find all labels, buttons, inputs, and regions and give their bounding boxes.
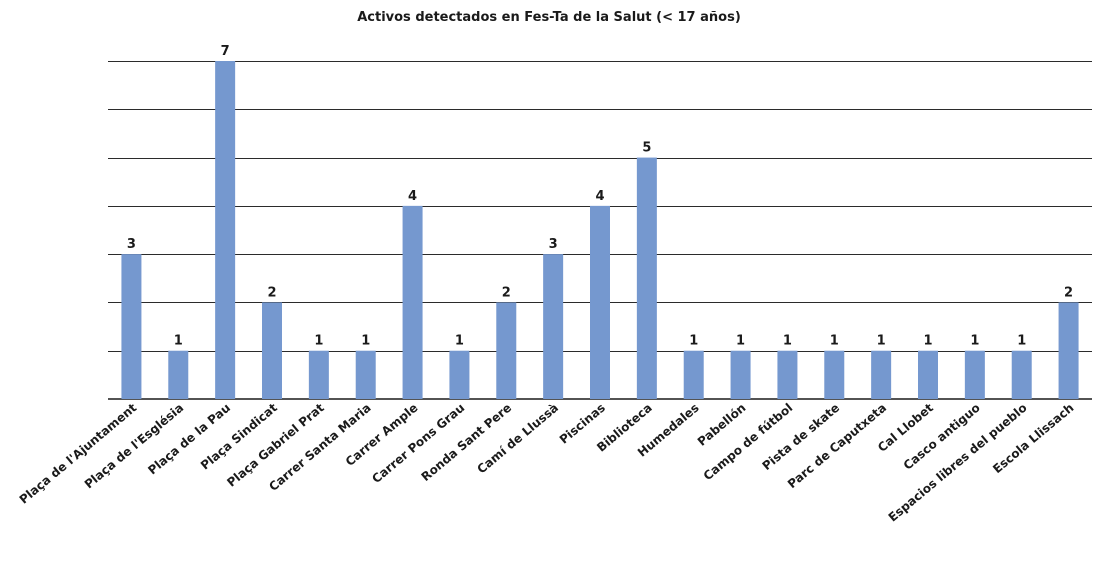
- data-label: 1: [783, 334, 792, 349]
- bar: [215, 61, 236, 399]
- data-label: 1: [830, 334, 839, 349]
- data-label: 2: [502, 285, 511, 300]
- data-label: 3: [127, 237, 136, 252]
- data-label: 1: [174, 334, 183, 349]
- bar: [730, 350, 751, 399]
- data-label: 3: [549, 237, 558, 252]
- category-label: Camí de Llussà: [474, 401, 561, 477]
- bar: [262, 302, 282, 399]
- bar: [636, 157, 657, 399]
- bar: [918, 350, 938, 399]
- bar: [1058, 302, 1079, 399]
- bar: [871, 350, 892, 399]
- data-label: 1: [689, 334, 698, 349]
- bars: [121, 61, 1079, 399]
- bar: [496, 302, 517, 399]
- data-labels: 3 1 7 2 1 1 4 1 2 3 4 5 1 1 1 1 1 1 1 1 2: [127, 44, 1073, 349]
- bar: [824, 350, 845, 399]
- bar: [683, 350, 704, 399]
- data-label: 1: [736, 334, 745, 349]
- data-label: 1: [1017, 334, 1026, 349]
- bar: [777, 350, 798, 399]
- data-label: 1: [923, 334, 932, 349]
- data-label: 2: [267, 285, 276, 300]
- data-label: 1: [361, 334, 370, 349]
- data-label: 1: [877, 334, 886, 349]
- bar: [168, 350, 189, 399]
- category-label: Escola Llissach: [990, 401, 1076, 477]
- data-label: 1: [970, 334, 979, 349]
- category-label: Ronda Sant Pere: [419, 401, 515, 484]
- data-label: 4: [408, 189, 417, 204]
- bar: [449, 350, 470, 399]
- chart-title: Activos detectados en Fes-Ta de la Salut…: [357, 10, 741, 25]
- bar: [308, 350, 329, 399]
- category-label: Plaça de la Pau: [145, 401, 233, 478]
- data-label: 1: [314, 334, 323, 349]
- bar: [543, 254, 564, 399]
- bar: [402, 205, 423, 399]
- data-label: 7: [221, 44, 230, 59]
- data-label: 1: [455, 334, 464, 349]
- bar: [121, 254, 142, 399]
- bar: [590, 205, 610, 399]
- data-label: 4: [595, 189, 604, 204]
- data-label: 2: [1064, 285, 1073, 300]
- category-label: Campo de fútbol: [701, 401, 796, 484]
- bar: [1011, 350, 1032, 399]
- data-label: 5: [642, 141, 651, 156]
- bar: [355, 350, 376, 399]
- bar: [964, 350, 985, 399]
